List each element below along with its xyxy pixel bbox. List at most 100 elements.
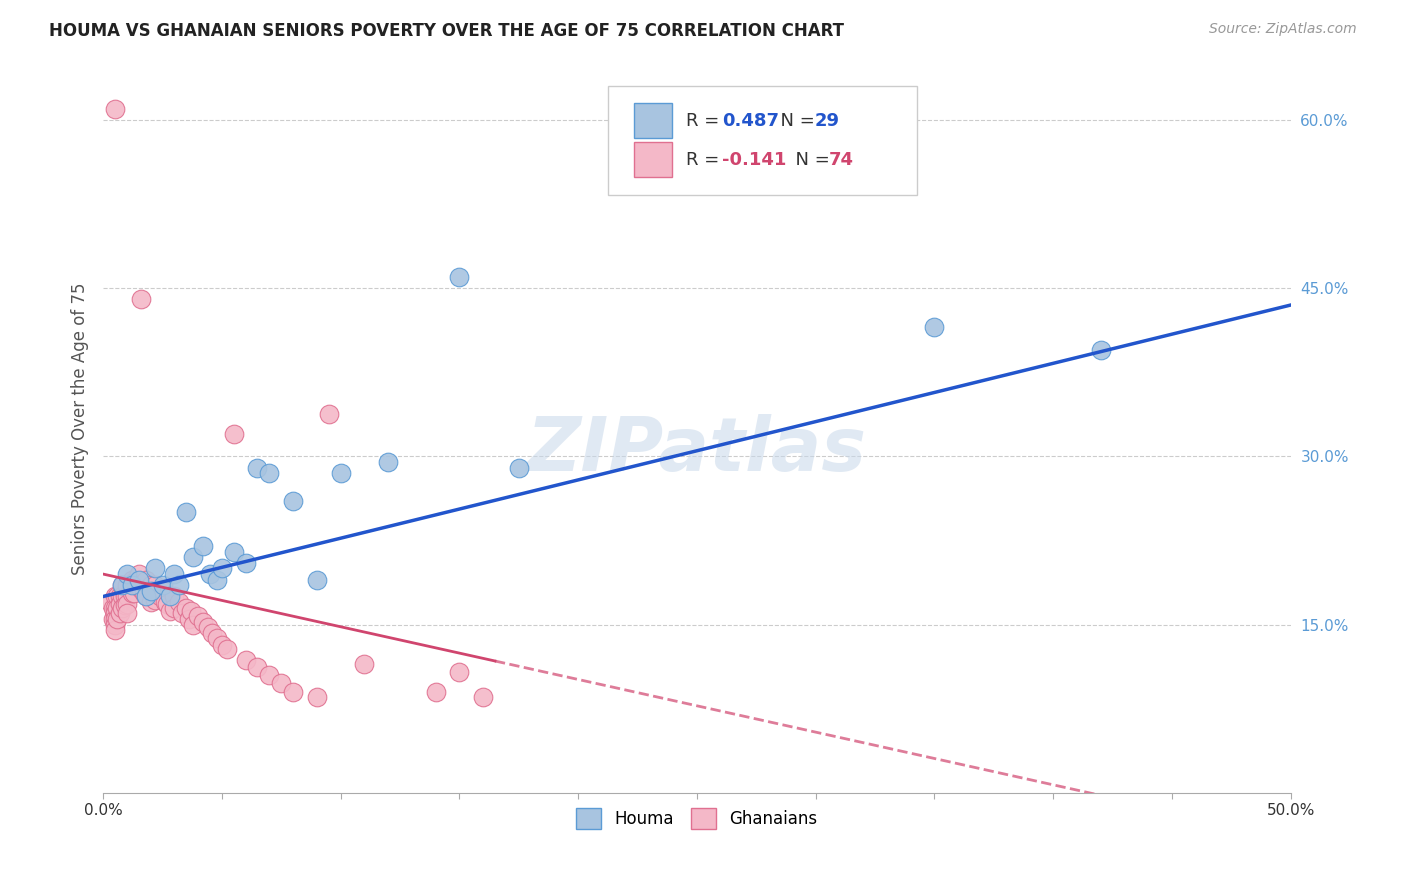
- Point: [205, 573, 228, 587]
- Point: [425, 685, 447, 699]
- Point: [318, 407, 340, 421]
- Point: [139, 583, 162, 598]
- Point: [128, 573, 150, 587]
- Point: [163, 590, 186, 604]
- Point: [145, 561, 167, 575]
- Point: [108, 607, 131, 621]
- Point: [121, 578, 143, 592]
- Point: [115, 590, 138, 604]
- Point: [329, 466, 352, 480]
- Point: [145, 578, 167, 592]
- Point: [222, 544, 245, 558]
- Point: [121, 573, 143, 587]
- Point: [235, 556, 257, 570]
- Point: [108, 590, 131, 604]
- Point: [259, 466, 281, 480]
- Point: [105, 600, 128, 615]
- Point: [205, 631, 228, 645]
- Point: [198, 567, 221, 582]
- Point: [101, 612, 124, 626]
- Point: [163, 600, 186, 615]
- Point: [270, 675, 292, 690]
- Point: [122, 586, 145, 600]
- Point: [187, 608, 209, 623]
- Point: [104, 607, 127, 621]
- Point: [353, 657, 375, 671]
- Point: [129, 293, 152, 307]
- Point: [105, 612, 128, 626]
- Text: Source: ZipAtlas.com: Source: ZipAtlas.com: [1209, 22, 1357, 37]
- Point: [98, 595, 121, 609]
- Point: [159, 604, 181, 618]
- Point: [197, 620, 219, 634]
- Point: [135, 573, 157, 587]
- Point: [246, 660, 269, 674]
- Point: [111, 590, 134, 604]
- Point: [115, 598, 138, 612]
- Point: [129, 582, 152, 596]
- Point: [191, 539, 214, 553]
- Text: -0.141: -0.141: [721, 151, 786, 169]
- Point: [167, 595, 190, 609]
- Point: [377, 455, 399, 469]
- Point: [104, 590, 127, 604]
- Point: [104, 600, 127, 615]
- Point: [180, 604, 202, 618]
- Point: [104, 102, 127, 116]
- Point: [508, 460, 530, 475]
- Point: [163, 567, 186, 582]
- Point: [174, 505, 197, 519]
- Point: [177, 612, 200, 626]
- Bar: [634, 103, 672, 138]
- Bar: [634, 142, 672, 177]
- Point: [211, 561, 233, 575]
- Point: [235, 653, 257, 667]
- Point: [167, 578, 190, 592]
- Point: [153, 595, 176, 609]
- Point: [122, 574, 145, 589]
- Point: [111, 578, 134, 592]
- Text: R =: R =: [686, 112, 725, 130]
- Point: [114, 590, 136, 604]
- Point: [449, 270, 471, 285]
- Point: [104, 617, 127, 632]
- Point: [1090, 343, 1112, 357]
- Text: R =: R =: [686, 151, 725, 169]
- Point: [305, 690, 328, 705]
- Point: [246, 460, 269, 475]
- Point: [191, 615, 214, 630]
- Point: [170, 607, 193, 621]
- Point: [114, 599, 136, 613]
- Point: [201, 626, 224, 640]
- Text: N =: N =: [783, 151, 835, 169]
- Text: ZIPatlas: ZIPatlas: [527, 414, 868, 487]
- Point: [111, 600, 134, 615]
- Point: [135, 590, 157, 604]
- Point: [142, 583, 165, 598]
- Point: [152, 578, 174, 592]
- Point: [924, 320, 946, 334]
- Point: [128, 567, 150, 582]
- Point: [222, 427, 245, 442]
- Legend: Houma, Ghanaians: Houma, Ghanaians: [569, 802, 824, 835]
- Point: [215, 642, 238, 657]
- Point: [115, 607, 138, 621]
- Point: [211, 638, 233, 652]
- Point: [104, 623, 127, 637]
- Point: [108, 598, 131, 612]
- Point: [281, 494, 304, 508]
- Point: [132, 586, 155, 600]
- Text: N =: N =: [769, 112, 821, 130]
- Point: [115, 567, 138, 582]
- Text: 0.487: 0.487: [721, 112, 779, 130]
- Point: [111, 578, 134, 592]
- Point: [183, 550, 205, 565]
- Point: [139, 578, 162, 592]
- Point: [115, 578, 138, 592]
- Point: [125, 578, 148, 592]
- Point: [145, 592, 167, 607]
- Text: HOUMA VS GHANAIAN SENIORS POVERTY OVER THE AGE OF 75 CORRELATION CHART: HOUMA VS GHANAIAN SENIORS POVERTY OVER T…: [49, 22, 844, 40]
- Point: [305, 573, 328, 587]
- Point: [159, 590, 181, 604]
- Point: [139, 595, 162, 609]
